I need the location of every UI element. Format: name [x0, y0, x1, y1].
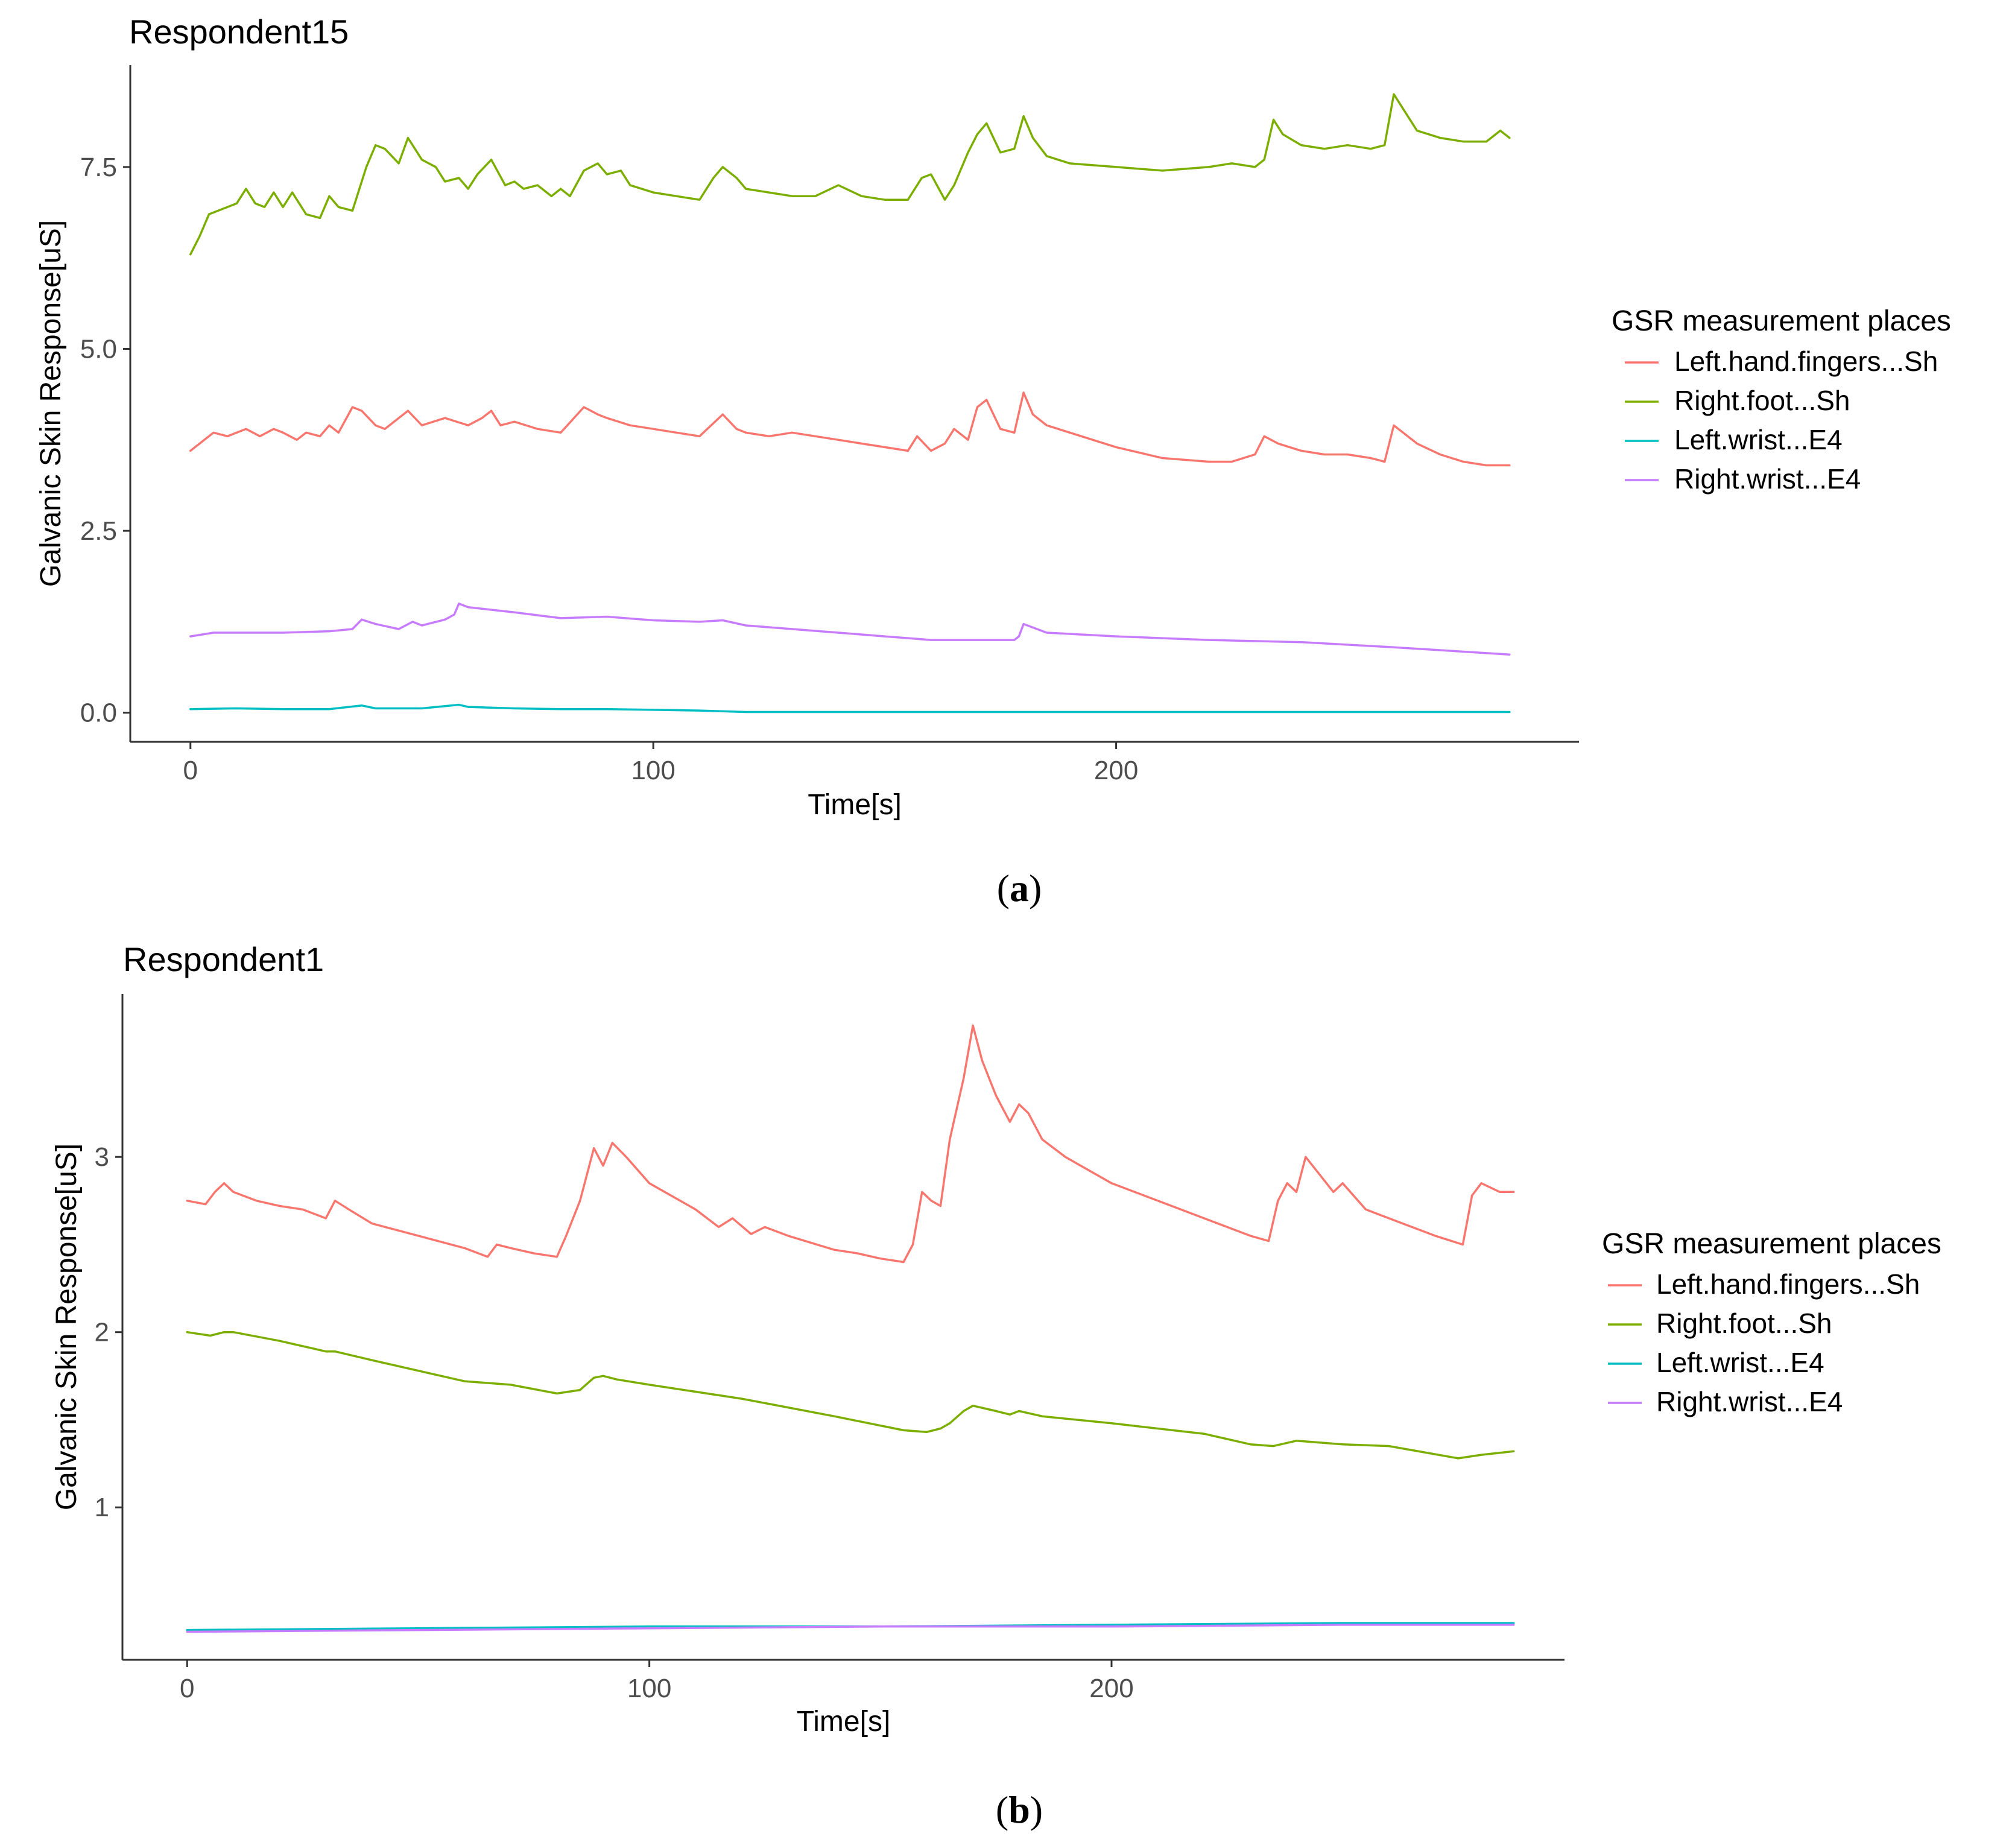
chart-title: Respondent15 [129, 13, 349, 51]
legend-item-label: Left.hand.fingers...Sh [1656, 1268, 1920, 1300]
y-tick-label: 2.5 [80, 516, 117, 546]
y-axis-label: Galvanic Skin Response[uS] [35, 220, 67, 587]
x-tick-label: 0 [183, 756, 198, 785]
x-tick-label: 100 [631, 756, 675, 785]
x-axis-label: Time[s] [808, 789, 902, 821]
legend-item-label: Right.wrist...E4 [1656, 1386, 1843, 1417]
y-axis-label: Galvanic Skin Response[uS] [51, 1144, 83, 1510]
x-tick-label: 200 [1094, 756, 1138, 785]
series-line-left-wrist-e4 [189, 703, 1511, 714]
legend-item-label: Right.foot...Sh [1674, 385, 1850, 416]
y-tick-label: 3 [95, 1142, 109, 1172]
legend-item-label: Right.foot...Sh [1656, 1308, 1832, 1339]
panel-respondent1: Respondent1 1 2 3 0 100 200 Time[s] Galvanic Ski… [51, 940, 1941, 1831]
series-line-right-wrist-e4 [186, 1624, 1515, 1633]
legend-title: GSR measurement places [1612, 305, 1951, 337]
series-line-left-hand-fingers-sh [186, 1024, 1515, 1264]
y-tick-label: 5.0 [80, 335, 117, 364]
panel-caption: (a) [997, 867, 1042, 910]
panel-caption: (b) [996, 1788, 1043, 1831]
x-tick-label: 0 [180, 1674, 194, 1703]
series-line-right-wrist-e4 [189, 603, 1511, 656]
y-tick-label: 7.5 [80, 153, 117, 182]
x-tick-label: 200 [1089, 1674, 1133, 1703]
x-axis-label: Time[s] [797, 1706, 891, 1738]
legend-item-label: Left.wrist...E4 [1656, 1347, 1824, 1378]
panel-respondent15: Respondent15 0.0 2.5 5.0 7.5 0 100 200 Time[s] Ga… [35, 13, 1951, 910]
legend-item-label: Right.wrist...E4 [1674, 463, 1861, 495]
chart-title: Respondent1 [123, 940, 324, 978]
x-tick-label: 100 [627, 1674, 671, 1703]
legend-title: GSR measurement places [1602, 1228, 1941, 1260]
series-line-right-foot-sh [186, 1331, 1515, 1460]
series-line-left-hand-fingers-sh [189, 391, 1511, 467]
y-tick-label: 2 [95, 1318, 109, 1347]
y-tick-label: 1 [95, 1493, 109, 1522]
y-tick-label: 0.0 [80, 698, 117, 728]
legend-item-label: Left.wrist...E4 [1674, 424, 1843, 455]
series-line-right-foot-sh [189, 93, 1511, 256]
legend-item-label: Left.hand.fingers...Sh [1674, 346, 1938, 377]
